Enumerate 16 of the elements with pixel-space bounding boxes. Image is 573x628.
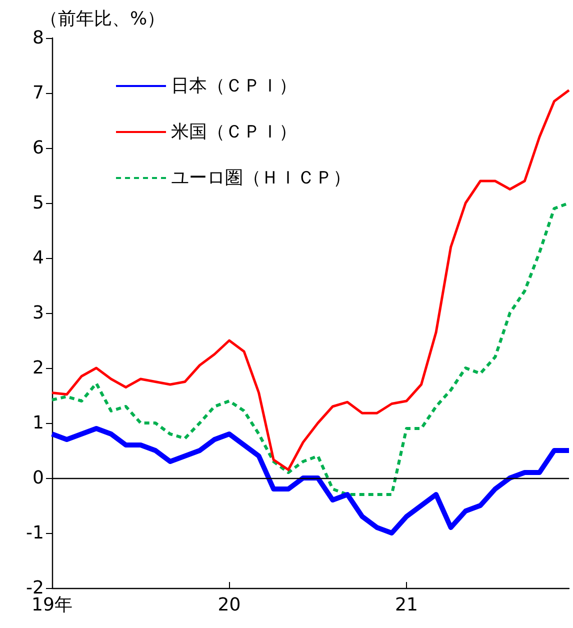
y-tick-label: 3	[32, 302, 44, 324]
x-tick-label: 20	[218, 594, 241, 616]
y-tick-label: 7	[32, 82, 44, 104]
y-tick-label: 2	[32, 358, 44, 378]
y-tick-label: 8	[32, 28, 44, 48]
y-tick-label: 5	[32, 192, 44, 214]
y-tick-label: 0	[32, 468, 44, 488]
legend-label: 日本（ＣＰＩ）	[171, 76, 297, 96]
y-tick-label: 1	[32, 412, 44, 434]
y-tick-label: -1	[26, 522, 44, 544]
y-axis-title: （前年比、%）	[40, 8, 166, 30]
legend-label: 米国（ＣＰＩ）	[171, 122, 297, 142]
y-tick-label: 6	[32, 138, 44, 158]
legend-label: ユーロ圏（ＨＩＣＰ）	[171, 168, 351, 188]
x-tick-label: 21	[395, 594, 418, 616]
y-tick-label: 4	[32, 248, 44, 268]
